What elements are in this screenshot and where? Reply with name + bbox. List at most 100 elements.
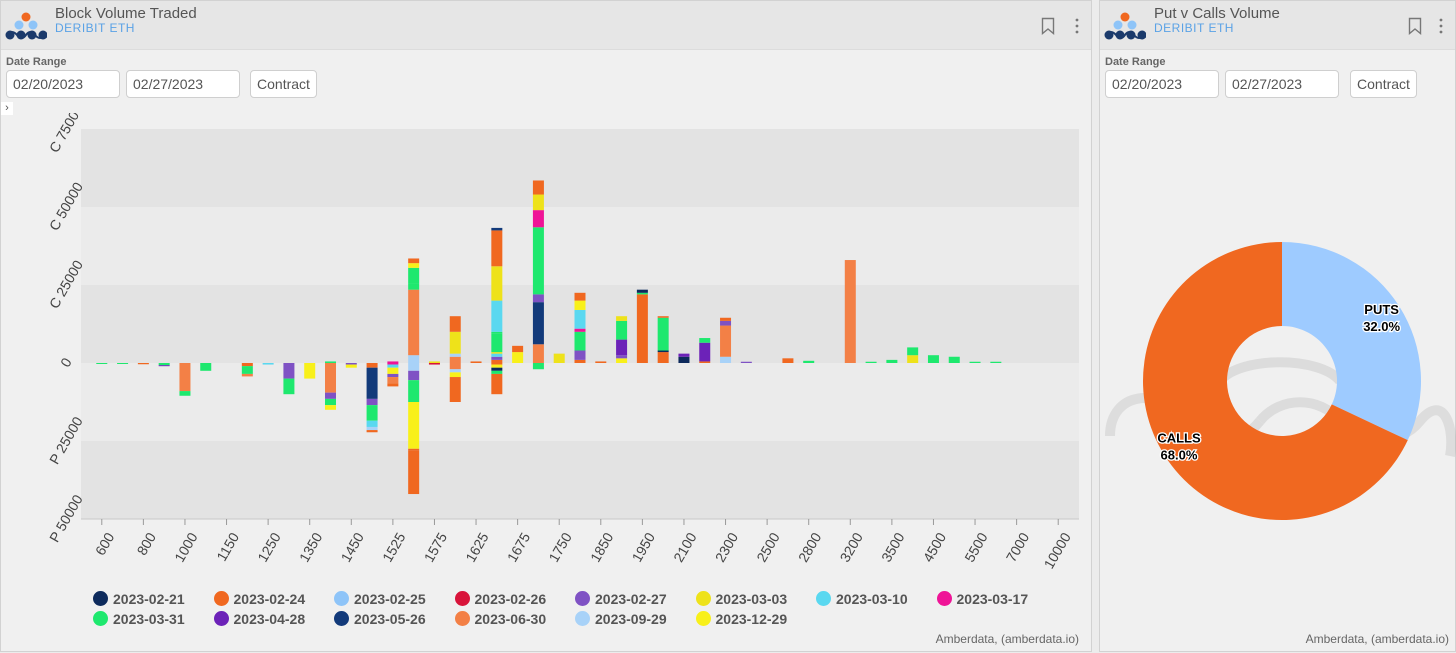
bar-segment bbox=[678, 353, 690, 357]
end-date-input[interactable] bbox=[126, 70, 240, 98]
bar-segment bbox=[990, 361, 1002, 363]
bar-segment bbox=[616, 355, 628, 359]
bar-segment bbox=[720, 317, 732, 321]
legend-marker bbox=[213, 591, 229, 606]
bar-segment bbox=[491, 364, 503, 368]
y-tick-label: 0 bbox=[57, 355, 75, 370]
legend-item[interactable]: 2023-05-26 bbox=[334, 610, 455, 627]
legend-label: 2023-03-17 bbox=[956, 590, 1029, 607]
bar-segment bbox=[491, 266, 503, 301]
donut-slices bbox=[1143, 242, 1421, 520]
bar-stack bbox=[865, 361, 877, 363]
slice-label: PUTS bbox=[1364, 302, 1399, 317]
x-tick-label: 2300 bbox=[712, 530, 742, 565]
contract-button[interactable]: Contract bbox=[250, 70, 317, 98]
bookmark-icon[interactable] bbox=[1041, 17, 1055, 35]
legend-item[interactable]: 2023-03-10 bbox=[816, 590, 937, 607]
slice-value-label: 68.0% bbox=[1161, 447, 1198, 462]
legend-item[interactable]: 2023-06-30 bbox=[454, 610, 576, 627]
bar-segment bbox=[616, 339, 628, 356]
bar-segment bbox=[179, 391, 191, 396]
legend-item[interactable]: 2023-02-25 bbox=[334, 590, 455, 607]
legend-item[interactable]: 2023-02-26 bbox=[454, 590, 576, 607]
legend-item[interactable]: 2023-09-29 bbox=[575, 610, 696, 627]
bar-segment bbox=[96, 363, 108, 364]
bar-segment bbox=[636, 292, 648, 295]
panel-title: Block Volume Traded bbox=[55, 5, 197, 22]
legend-item[interactable]: 2023-03-17 bbox=[936, 590, 1058, 607]
legend-item[interactable]: 2023-02-27 bbox=[575, 590, 696, 607]
legend-item[interactable]: 2023-03-03 bbox=[695, 590, 817, 607]
bar-segment bbox=[449, 369, 461, 373]
bar-segment bbox=[449, 331, 461, 354]
legend-marker bbox=[695, 611, 711, 626]
legend-item[interactable]: 2023-04-28 bbox=[213, 610, 335, 627]
bookmark-icon[interactable] bbox=[1408, 17, 1422, 35]
bar-segment bbox=[345, 364, 357, 368]
x-tick-label: 1750 bbox=[545, 530, 575, 565]
donut-slice[interactable] bbox=[1143, 242, 1408, 520]
bar-segment bbox=[449, 377, 461, 402]
chart-bars bbox=[96, 180, 1002, 495]
start-date-input[interactable] bbox=[6, 70, 120, 98]
bar-segment bbox=[574, 350, 586, 360]
more-vertical-icon[interactable] bbox=[1074, 16, 1080, 36]
x-tick-label: 1675 bbox=[504, 530, 534, 565]
bar-segment bbox=[158, 363, 170, 366]
bar-segment bbox=[366, 426, 378, 431]
bar-segment bbox=[657, 350, 669, 353]
bar-stack bbox=[325, 361, 336, 410]
amberdata-logo-icon bbox=[1104, 12, 1146, 40]
bar-stack bbox=[158, 363, 170, 367]
bar-segment bbox=[574, 300, 586, 310]
legend-item[interactable]: 2023-02-24 bbox=[213, 590, 335, 607]
end-date-input[interactable] bbox=[1225, 70, 1339, 98]
bar-segment bbox=[449, 372, 461, 378]
x-tick-label: 1000 bbox=[171, 530, 201, 565]
donut-slice[interactable] bbox=[1282, 242, 1421, 441]
bar-stack bbox=[720, 317, 732, 363]
legend-marker bbox=[454, 591, 470, 606]
bar-segment bbox=[387, 367, 399, 374]
legend-label: 2023-02-25 bbox=[354, 590, 426, 607]
contract-button[interactable]: Contract bbox=[1350, 70, 1417, 98]
legend-marker bbox=[93, 591, 108, 606]
bar-segment bbox=[636, 289, 648, 293]
more-vertical-icon[interactable] bbox=[1438, 16, 1444, 36]
bar-segment bbox=[491, 356, 503, 360]
legend-item[interactable]: 2023-03-31 bbox=[93, 610, 214, 627]
x-tick-label: 2100 bbox=[670, 530, 700, 565]
bar-segment bbox=[574, 292, 586, 301]
bar-segment bbox=[408, 289, 420, 356]
block-volume-chart: C 75000 C 50000 C 25000 0 P 25000 P 50000 600… bbox=[46, 113, 1079, 571]
bar-stack bbox=[117, 363, 129, 364]
bar-segment bbox=[927, 355, 939, 363]
legend-label: 2023-02-24 bbox=[233, 590, 306, 607]
bar-segment bbox=[408, 402, 420, 449]
bar-stack bbox=[595, 361, 607, 363]
bar-segment bbox=[449, 353, 461, 357]
bar-stack bbox=[449, 316, 461, 402]
legend-item[interactable]: 2023-02-21 bbox=[93, 590, 214, 607]
x-tick-label: 1850 bbox=[587, 530, 617, 565]
bar-stack bbox=[283, 363, 295, 395]
bar-segment bbox=[449, 316, 461, 332]
bar-segment bbox=[491, 300, 503, 332]
legend-label: 2023-09-29 bbox=[595, 610, 667, 627]
bar-segment bbox=[512, 352, 524, 363]
legend-label: 2023-03-03 bbox=[715, 590, 788, 607]
legend-item[interactable]: 2023-12-29 bbox=[695, 610, 817, 627]
bar-segment bbox=[428, 363, 440, 365]
expand-toggle[interactable]: › bbox=[1, 102, 13, 115]
bar-segment bbox=[387, 373, 399, 378]
bar-segment bbox=[574, 328, 586, 332]
start-date-input[interactable] bbox=[1105, 70, 1219, 98]
put-call-donut-chart: PUTS 32.0% CALLS 68.0% bbox=[1105, 242, 1456, 520]
bar-stack bbox=[574, 292, 586, 363]
bar-stack bbox=[179, 363, 191, 396]
bar-segment bbox=[532, 344, 544, 363]
bar-segment bbox=[262, 363, 274, 365]
bar-segment bbox=[595, 361, 607, 363]
x-tick-label: 1525 bbox=[379, 530, 409, 565]
bar-segment bbox=[907, 355, 919, 363]
